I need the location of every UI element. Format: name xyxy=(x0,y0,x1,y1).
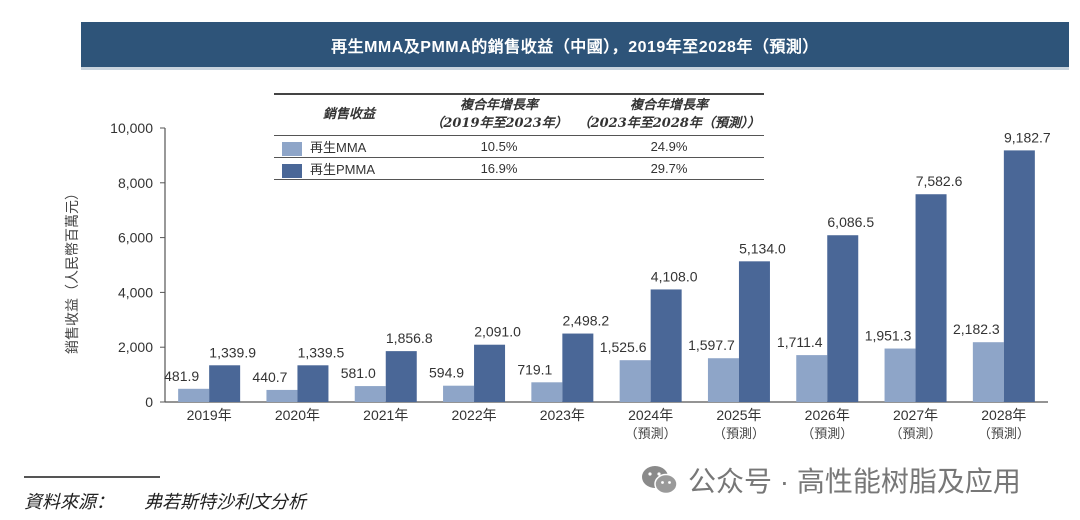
data-label: 481.9 xyxy=(164,368,199,384)
bar-pmma xyxy=(1003,150,1035,402)
bar-pmma xyxy=(562,333,594,402)
data-label: 594.9 xyxy=(429,365,464,381)
data-label: 7,582.6 xyxy=(916,173,963,189)
legend-row-pmma: 再生PMMA 16.9% 29.7% xyxy=(274,158,764,180)
y-tick-label: 0 xyxy=(145,394,153,410)
legend-swatch-mma xyxy=(282,141,302,156)
source-note: 資料來源： 弗若斯特沙利文分析 xyxy=(24,488,306,514)
x-tick-label: 2024年 xyxy=(628,407,673,423)
bar-mma xyxy=(619,360,651,402)
x-tick-sublabel: （預測） xyxy=(890,427,942,442)
legend-swatch-pmma xyxy=(282,163,302,178)
cagr-value: 16.9% xyxy=(480,161,518,176)
x-tick-label: 2028年 xyxy=(981,407,1026,423)
bar-pmma xyxy=(827,235,859,402)
data-label: 2,091.0 xyxy=(474,324,521,340)
y-tick-label: 10,000 xyxy=(110,120,153,136)
source-label: 資料來源： xyxy=(24,492,114,513)
data-label: 1,339.5 xyxy=(298,344,345,360)
header-cagr-label: 複合年增長率 xyxy=(459,98,538,113)
legend-label: 再生MMA xyxy=(310,140,367,155)
bar-pmma xyxy=(915,194,947,402)
bar-pmma xyxy=(474,344,506,402)
bar-pmma xyxy=(738,261,770,402)
data-label: 581.0 xyxy=(341,365,376,381)
bar-mma xyxy=(178,388,210,402)
x-tick-sublabel: （預測） xyxy=(713,427,765,442)
x-tick-sublabel: （預測） xyxy=(978,427,1030,442)
source-text: 弗若斯特沙利文分析 xyxy=(144,492,306,513)
bar-pmma xyxy=(650,289,682,402)
header-cagr-period: （2019年至2023年） xyxy=(430,116,568,131)
watermark: 公众号 · 高性能树脂及应用 xyxy=(640,460,1021,500)
header-cagr-2023-2028: 複合年增長率 （2023年至2028年（預測）） xyxy=(574,94,764,136)
x-tick-sublabel: （預測） xyxy=(625,427,677,442)
y-tick-label: 8,000 xyxy=(118,175,153,191)
legend-row-mma: 再生MMA 10.5% 24.9% xyxy=(274,136,764,158)
x-tick-label: 2025年 xyxy=(716,407,761,423)
cagr-legend-table: 銷售收益 複合年增長率 （2019年至2023年） 複合年增長率 （2023年至… xyxy=(274,93,764,180)
bar-mma xyxy=(972,342,1004,402)
y-tick-label: 4,000 xyxy=(118,284,153,300)
data-label: 1,856.8 xyxy=(386,330,433,346)
bar-mma xyxy=(443,385,475,402)
header-cagr-2019-2023: 複合年增長率 （2019年至2023年） xyxy=(424,94,574,136)
data-label: 1,597.7 xyxy=(688,337,735,353)
y-tick-label: 2,000 xyxy=(118,339,153,355)
header-sales-revenue: 銷售收益 xyxy=(322,107,375,122)
data-label: 719.1 xyxy=(517,361,552,377)
data-label: 1,525.6 xyxy=(600,339,647,355)
bar-mma xyxy=(707,358,739,402)
x-tick-label: 2026年 xyxy=(805,407,850,423)
wechat-icon xyxy=(640,464,680,496)
cagr-value: 29.7% xyxy=(650,161,688,176)
chart-title: 再生MMA及PMMA的銷售收益（中國），2019年至2028年（預測） xyxy=(331,38,819,56)
data-label: 4,108.0 xyxy=(651,268,698,284)
x-tick-label: 2023年 xyxy=(540,407,585,423)
x-tick-label: 2021年 xyxy=(363,407,408,423)
data-label: 9,182.7 xyxy=(1004,129,1051,145)
bar-mma xyxy=(884,348,916,402)
x-tick-label: 2019年 xyxy=(187,407,232,423)
y-tick-label: 6,000 xyxy=(118,230,153,246)
cagr-value: 24.9% xyxy=(650,139,688,154)
data-label: 1,711.4 xyxy=(777,334,823,350)
x-tick-label: 2027年 xyxy=(893,407,938,423)
x-tick-label: 2022年 xyxy=(451,407,496,423)
cagr-value: 10.5% xyxy=(480,139,518,154)
cagr-table-header: 銷售收益 複合年增長率 （2019年至2023年） 複合年增長率 （2023年至… xyxy=(274,94,764,136)
header-cagr-label: 複合年增長率 xyxy=(629,98,708,113)
legend-item-pmma: 再生PMMA xyxy=(274,158,424,180)
legend-item-mma: 再生MMA xyxy=(274,136,424,158)
header-cagr-period: （2023年至2028年（預測）） xyxy=(577,116,761,131)
data-label: 2,498.2 xyxy=(562,313,609,329)
bar-mma xyxy=(531,382,563,402)
watermark-text: 公众号 · 高性能树脂及应用 xyxy=(688,466,1021,497)
bar-pmma xyxy=(209,365,241,402)
data-label: 6,086.5 xyxy=(827,214,874,230)
data-label: 440.7 xyxy=(252,369,287,385)
chart-title-banner: 再生MMA及PMMA的銷售收益（中國），2019年至2028年（預測） xyxy=(81,22,1069,70)
bar-pmma xyxy=(385,351,417,402)
bar-mma xyxy=(796,355,828,402)
data-label: 5,134.0 xyxy=(739,240,786,256)
bar-mma xyxy=(354,386,386,402)
data-label: 1,339.9 xyxy=(209,344,256,360)
title-shadow xyxy=(81,67,1069,70)
bar-pmma xyxy=(297,365,329,402)
data-label: 2,182.3 xyxy=(953,321,1000,337)
legend-label: 再生PMMA xyxy=(310,162,376,177)
data-label: 1,951.3 xyxy=(865,328,912,344)
source-divider xyxy=(24,476,160,478)
x-tick-sublabel: （預測） xyxy=(801,427,853,442)
x-tick-label: 2020年 xyxy=(275,407,320,423)
bar-mma xyxy=(266,389,298,402)
